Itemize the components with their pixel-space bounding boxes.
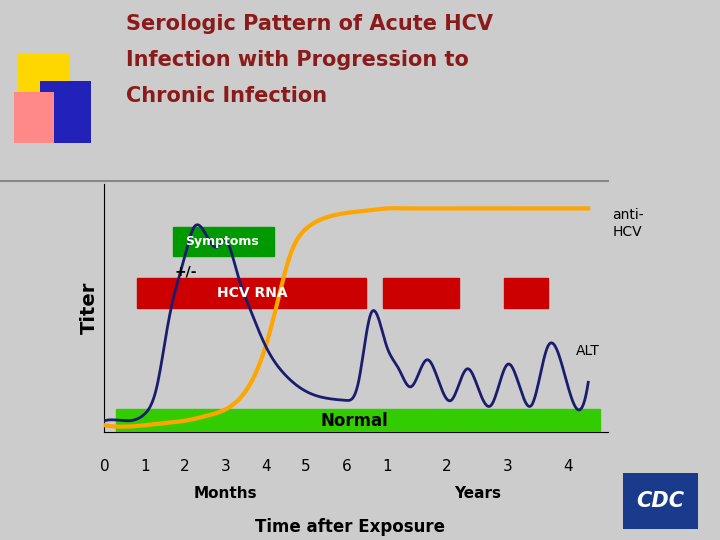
Bar	[137, 279, 366, 308]
Text: 3: 3	[503, 459, 513, 474]
Text: Time after Exposure: Time after Exposure	[256, 518, 446, 536]
Text: Infection with Progression to: Infection with Progression to	[126, 50, 469, 70]
Text: 5: 5	[301, 459, 311, 474]
Bar	[382, 279, 459, 308]
Text: 3: 3	[220, 459, 230, 474]
Text: Months: Months	[194, 486, 257, 501]
Text: anti-
HCV: anti- HCV	[613, 208, 644, 239]
Text: 2: 2	[180, 459, 190, 474]
Text: Serologic Pattern of Acute HCV: Serologic Pattern of Acute HCV	[126, 14, 493, 33]
Text: Years: Years	[454, 486, 501, 501]
Text: ALT: ALT	[576, 343, 600, 357]
Text: CDC: CDC	[636, 491, 685, 511]
Text: +/-: +/-	[175, 265, 197, 279]
Text: HCV RNA: HCV RNA	[217, 286, 288, 300]
Text: 4: 4	[563, 459, 573, 474]
Bar	[503, 279, 548, 308]
Text: 6: 6	[341, 459, 351, 474]
Text: 1: 1	[140, 459, 150, 474]
Text: Normal: Normal	[320, 411, 388, 430]
Bar	[117, 409, 600, 432]
Bar	[173, 226, 274, 256]
Text: Symptoms: Symptoms	[185, 235, 258, 248]
Y-axis label: Titer: Titer	[80, 282, 99, 334]
Text: 1: 1	[382, 459, 392, 474]
Text: 4: 4	[261, 459, 271, 474]
Text: 0: 0	[99, 459, 109, 474]
Text: Chronic Infection: Chronic Infection	[126, 86, 327, 106]
Text: 2: 2	[442, 459, 452, 474]
